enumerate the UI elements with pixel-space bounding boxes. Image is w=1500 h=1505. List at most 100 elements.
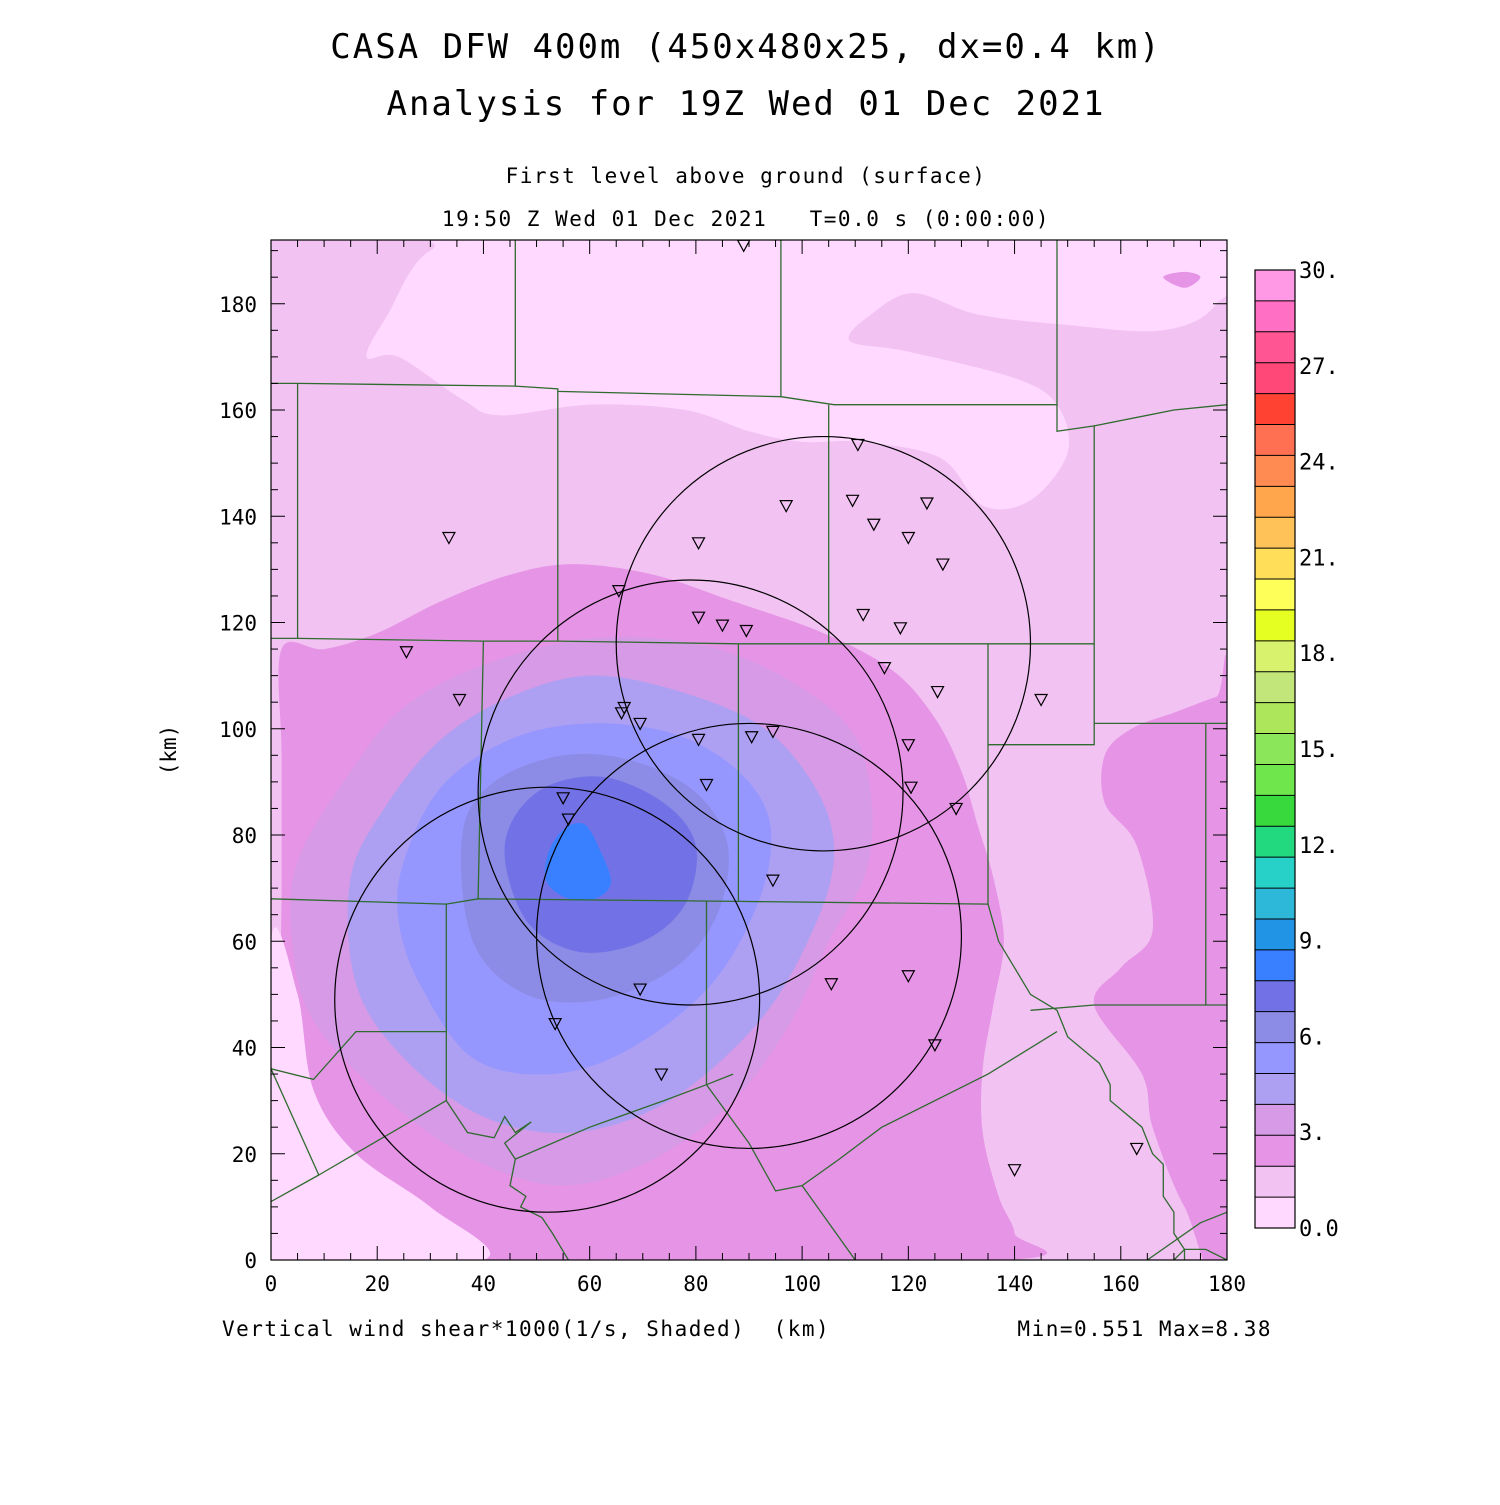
colorbar-label: 30.: [1299, 259, 1339, 284]
station-marker: [850, 438, 865, 452]
station-marker: [452, 693, 467, 707]
station-marker: [654, 1068, 669, 1082]
minmax-label: Min=0.551 Max=8.38: [1017, 1317, 1272, 1341]
station-marker: [691, 733, 706, 747]
contour-band-1: [366, 240, 1227, 510]
colorbar-swatch: [1255, 393, 1295, 426]
colorbar-label: 3.: [1299, 1121, 1326, 1146]
station-marker: [930, 685, 945, 699]
colorbar-swatch: [1255, 733, 1295, 765]
subtitle-level: First level above ground (surface): [506, 164, 987, 188]
colorbar-label: 6.: [1299, 1025, 1326, 1050]
colorbar-swatch: [1255, 1197, 1295, 1229]
colorbar-label: 15.: [1299, 738, 1339, 763]
county-boundary-0: [271, 240, 516, 387]
station-marker: [611, 585, 626, 598]
y-tick-label: 80: [232, 824, 257, 848]
y-tick-label: 140: [219, 505, 257, 529]
county-boundary-2: [780, 240, 1058, 406]
colorbar-label: 9.: [1299, 930, 1326, 955]
x-tick-label: 140: [996, 1272, 1034, 1296]
x-tick-label: 40: [471, 1272, 496, 1296]
colorbar: 30. 27. 24. 21. 18. 15. 12. 9. 6. 3. 0.0: [1254, 259, 1339, 1242]
county-boundary-23: [271, 1030, 447, 1081]
county-boundary-6: [828, 404, 1095, 645]
station-marker: [903, 781, 918, 795]
county-boundary-11: [477, 641, 485, 899]
colorbar-swatch: [1255, 918, 1295, 951]
station-marker: [901, 739, 916, 752]
station-marker: [399, 646, 414, 659]
station-markers: [399, 239, 1144, 1177]
station-marker: [949, 802, 964, 816]
y-axis-ticks: 0 20 40 60 80 100 120 140 160 180: [219, 250, 1227, 1273]
county-boundary-10: [987, 643, 1095, 746]
colorbar-swatch: [1255, 640, 1295, 673]
colorbar-label: 21.: [1299, 546, 1339, 571]
station-marker: [561, 813, 576, 827]
y-tick-label: 40: [232, 1037, 257, 1061]
colorbar-swatch: [1255, 795, 1295, 827]
county-boundaries: [271, 240, 1227, 1260]
colorbar-swatch: [1255, 949, 1295, 982]
colorbar-swatch: [1255, 1135, 1295, 1167]
x-tick-label: 0: [265, 1272, 278, 1296]
colorbar-swatch: [1255, 517, 1295, 549]
station-marker: [1007, 1164, 1022, 1177]
county-boundary-7: [1094, 404, 1227, 427]
station-marker: [715, 619, 730, 633]
county-boundary-19: [801, 1185, 856, 1260]
county-boundary-21: [1030, 1004, 1206, 1011]
colorbar-frame: [1254, 269, 1296, 1229]
colorbar-swatch: [1255, 671, 1295, 704]
station-marker: [866, 518, 881, 532]
county-boundary-20: [987, 903, 1186, 1260]
x-tick-label: 180: [1208, 1272, 1246, 1296]
contour-band-11: [1163, 271, 1201, 288]
colorbar-swatch: [1255, 362, 1295, 395]
county-boundary-8: [1093, 643, 1227, 725]
colorbar-label: 12.: [1299, 834, 1339, 859]
station-marker: [901, 531, 916, 545]
x-tick-label: 100: [783, 1272, 821, 1296]
x-tick-label: 80: [683, 1272, 708, 1296]
colorbar-swatch: [1255, 826, 1295, 858]
colorbar-swatch: [1255, 455, 1295, 487]
y-tick-label: 180: [219, 293, 257, 317]
station-marker: [935, 558, 950, 572]
y-tick-label: 100: [219, 718, 257, 742]
station-marker: [441, 531, 456, 545]
colorbar-swatch: [1255, 1042, 1295, 1074]
y-tick-label: 20: [232, 1143, 257, 1167]
county-boundary-15: [445, 1100, 569, 1260]
radar-ring-1: [477, 579, 904, 1006]
colorbar-swatch: [1255, 702, 1295, 735]
station-marker: [633, 983, 648, 997]
county-boundary-13: [271, 744, 989, 905]
y-tick-label: 160: [219, 399, 257, 423]
x-tick-label: 20: [365, 1272, 390, 1296]
contour-band-3: [1093, 654, 1227, 1260]
station-marker: [556, 792, 571, 806]
county-boundary-25: [271, 1174, 320, 1203]
station-marker: [633, 717, 648, 731]
station-marker: [1034, 693, 1049, 707]
colorbar-swatch: [1255, 888, 1295, 920]
radar-ring-3: [615, 435, 1032, 852]
station-marker: [877, 662, 892, 675]
colorbar-swatch: [1255, 1166, 1295, 1198]
county-boundary-4: [297, 391, 559, 642]
station-marker: [856, 608, 871, 622]
station-marker: [691, 537, 706, 551]
station-marker: [739, 624, 754, 638]
title-line2: Analysis for 19Z Wed 01 Dec 2021: [386, 84, 1105, 124]
contour-band-10: [271, 927, 491, 1260]
y-tick-label: 60: [232, 930, 257, 954]
colorbar-label: 0.0: [1299, 1217, 1339, 1242]
colorbar-label: 18.: [1299, 642, 1339, 667]
wind-shear-contours: [271, 240, 1227, 1260]
x-axis-ticks: 0 20 40 60 80 100 120 140 160 180: [265, 240, 1246, 1296]
colorbar-swatch: [1255, 486, 1295, 518]
